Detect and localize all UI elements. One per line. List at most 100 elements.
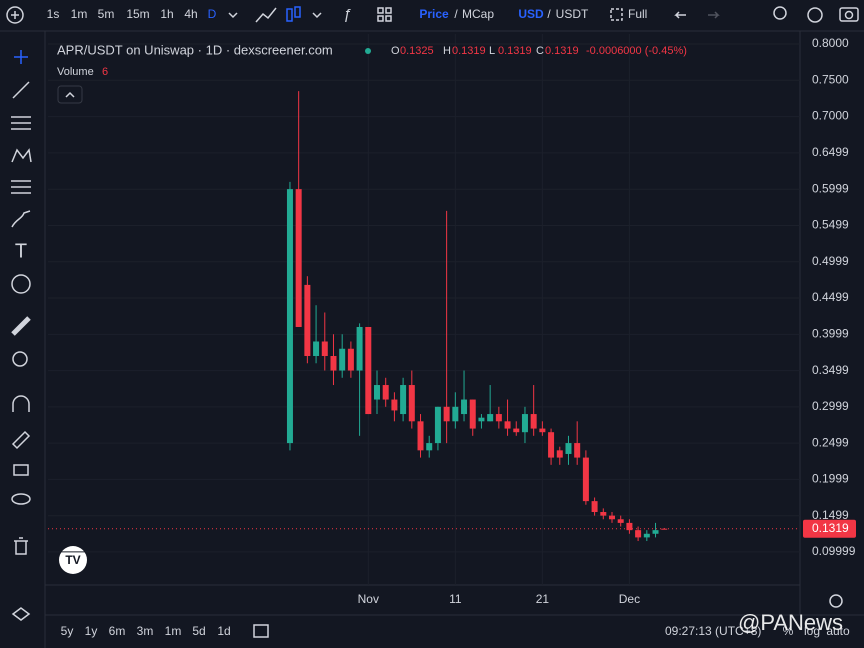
last-price-box [803,519,856,538]
settings-icon[interactable] [807,7,823,23]
fullscreen-button[interactable]: Full [628,7,647,21]
candle-body [382,385,389,400]
fib-tool[interactable] [11,116,31,130]
range-button[interactable]: 3m [137,624,154,638]
y-tick-label: 0.6499 [812,145,849,159]
prediction-tool[interactable] [11,180,31,194]
redo[interactable] [708,11,720,19]
currency-toggle[interactable]: USDT [556,7,589,21]
range-button[interactable]: 6m [109,624,126,638]
snapshot-icon[interactable] [839,7,859,22]
y-tick-label: 0.1999 [812,472,849,486]
trendline-tool[interactable] [12,81,30,99]
scale-option[interactable]: % [783,624,794,638]
clock: 09:27:13 (UTC+8) [665,624,761,638]
candle-body [400,385,407,415]
candle-body [600,512,607,516]
x-tick-label: 11 [449,592,462,606]
y-tick-label: 0.2999 [812,399,849,413]
candle-type[interactable] [286,8,293,22]
axis-settings[interactable] [829,594,843,608]
interval-button[interactable]: D [208,7,217,21]
text-tool[interactable]: T [15,240,27,262]
watermark: @PANews [738,610,843,635]
interval-button[interactable]: 4h [184,7,197,21]
search-icon[interactable] [773,6,787,20]
candle-body [513,428,520,433]
candle-body [582,457,589,502]
currency-toggle[interactable]: USD [518,7,544,21]
interval-button[interactable]: 1h [160,7,173,21]
candle-body [469,399,476,429]
candle-body [574,443,581,458]
candle-body [321,341,328,357]
candle-body [443,406,450,422]
candle-body [452,406,459,422]
interval-button[interactable]: 1s [47,7,60,21]
object-tree[interactable] [11,607,31,621]
ohlc-label: L [489,45,495,57]
ruler-tool[interactable] [11,316,31,336]
crosshair-tool[interactable] [14,50,28,64]
interval-button[interactable]: 5m [98,7,115,21]
y-tick-label: 0.5999 [812,181,849,195]
date-range-icon[interactable] [253,624,269,638]
tv-logo [59,546,87,574]
line-type[interactable] [255,7,277,23]
visibility-tool[interactable] [11,493,31,505]
candle-body [339,348,346,371]
y-tick-label: 0.5499 [812,218,849,232]
range-button[interactable]: 1y [85,624,98,638]
emoji-tool[interactable] [11,274,31,294]
candle-body [609,515,615,520]
ohlc-label: C [536,45,544,57]
candle-body [313,341,320,357]
tv-logo-mark: TV [65,553,80,567]
scale-option[interactable]: auto [826,624,850,638]
add-symbol[interactable] [6,6,24,24]
candle-body [591,501,598,513]
scale-option[interactable]: log [804,624,820,638]
indicators-icon[interactable]: ƒ [343,6,351,23]
collapse-button[interactable] [57,85,83,104]
status-dot [365,48,371,54]
interval-button[interactable]: 1m [71,7,88,21]
magnet-tool[interactable] [12,395,30,412]
range-button[interactable]: 1m [165,624,182,638]
y-tick-label: 0.1499 [812,508,849,522]
range-button[interactable]: 5y [61,624,74,638]
delete-tool[interactable] [14,537,28,555]
last-price-label: 0.1319 [812,521,849,535]
candle-body [347,348,354,371]
top-icons: ƒ [6,6,859,24]
price-mcap-toggle: / [454,7,458,21]
templates-icon[interactable] [377,7,392,22]
y-tick-label: 0.7500 [812,72,849,86]
draw-mode[interactable] [11,430,31,450]
chart-type-menu[interactable] [312,12,322,19]
candle-body [374,385,380,400]
candle-body [391,399,398,411]
range-button[interactable]: 5d [192,624,205,638]
range-button[interactable]: 1d [217,624,230,638]
pattern-tool[interactable] [11,148,32,163]
interval-menu[interactable] [228,12,238,19]
zoom-tool[interactable] [12,351,28,367]
price-mcap-toggle[interactable]: MCap [462,7,494,21]
candle-body [565,443,572,454]
candle-body [626,522,633,531]
undo[interactable] [674,11,686,19]
y-tick-label: 0.4999 [812,254,849,268]
y-tick-label: 0.3499 [812,363,849,377]
symbol-title: APR/USDT on Uniswap · 1D · dexscreener.c… [57,42,333,57]
price-mcap-toggle[interactable]: Price [419,7,449,21]
interval-button[interactable]: 15m [126,7,149,21]
lock-tool[interactable] [13,464,29,476]
candle-body [434,406,441,444]
candle-body [304,284,311,357]
brush-tool[interactable] [11,210,31,228]
candle-body [295,189,302,327]
ohlc-value: 0.1325 [400,45,434,57]
